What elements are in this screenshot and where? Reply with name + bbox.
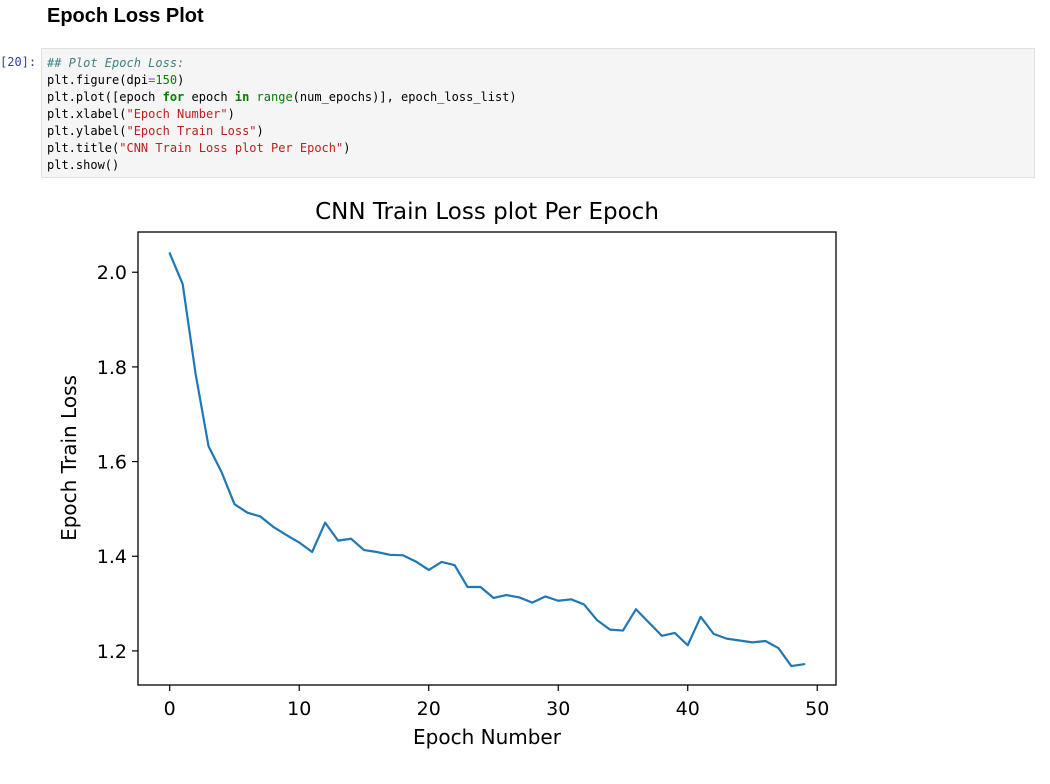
y-tick-label: 1.8 <box>97 357 127 379</box>
code-token: plt.ylabel( <box>47 124 127 138</box>
code-token <box>249 90 256 104</box>
code-token: plt.figure(dpi <box>47 73 149 87</box>
code-token: 150 <box>155 73 178 87</box>
code-line: plt.figure(dpi=150) <box>47 72 1034 89</box>
x-tick-label: 20 <box>417 698 441 720</box>
code-token: ) <box>227 107 235 121</box>
y-tick-label: 1.6 <box>97 452 127 474</box>
code-line: plt.title("CNN Train Loss plot Per Epoch… <box>47 140 1034 157</box>
y-axis-label: Epoch Train Loss <box>57 375 81 541</box>
x-axis-label: Epoch Number <box>413 725 562 749</box>
cell-execution-prompt: [20]: <box>0 55 37 69</box>
code-line: plt.plot([epoch for epoch in range(num_e… <box>47 89 1034 106</box>
section-heading: Epoch Loss Plot <box>47 5 204 27</box>
y-tick-label: 1.4 <box>97 546 127 568</box>
code-cell-editor[interactable]: ## Plot Epoch Loss: plt.figure(dpi=150) pl… <box>41 48 1035 178</box>
code-token: ) <box>256 124 264 138</box>
code-line: plt.xlabel("Epoch Number") <box>47 106 1034 123</box>
code-line: ## Plot Epoch Loss: <box>47 55 1034 72</box>
code-token: "CNN Train Loss plot Per Epoch" <box>119 141 344 155</box>
x-tick-label: 0 <box>164 698 176 720</box>
code-token: plt.title( <box>47 141 120 155</box>
code-token: ## Plot Epoch Loss: <box>47 56 185 70</box>
code-token: epoch <box>184 90 235 104</box>
plot-background <box>138 232 836 685</box>
x-tick-label: 50 <box>805 698 829 720</box>
x-tick-label: 10 <box>287 698 311 720</box>
y-tick-label: 2.0 <box>97 262 127 284</box>
code-token: "Epoch Train Loss" <box>126 124 257 138</box>
code-token: range <box>256 90 293 104</box>
code-token: "Epoch Number" <box>126 107 228 121</box>
chart-title: CNN Train Loss plot Per Epoch <box>315 199 659 225</box>
x-tick-label: 30 <box>546 698 570 720</box>
x-tick-label: 40 <box>676 698 700 720</box>
code-token: plt.plot([epoch <box>47 90 163 104</box>
code-line: plt.show() <box>47 157 1034 174</box>
code-token: in <box>234 90 250 104</box>
code-token: plt.xlabel( <box>47 107 127 121</box>
code-token: ) <box>343 141 351 155</box>
loss-line-chart: 0 10 20 30 40 50 1.2 1.4 1.6 1.8 2.0 CNN Train Lo… <box>57 199 837 749</box>
y-tick-label: 1.2 <box>97 641 127 663</box>
code-token: ) <box>177 73 185 87</box>
code-token: = <box>148 73 156 87</box>
code-token: plt.show() <box>47 158 120 172</box>
series-line <box>168 252 806 668</box>
code-line: plt.ylabel("Epoch Train Loss") <box>47 123 1034 140</box>
code-token: (num_epochs)], epoch_loss_list) <box>292 90 517 104</box>
cell-output: 0 10 20 30 40 50 1.2 1.4 1.6 1.8 2.0 CNN Train Lo… <box>0 188 1050 780</box>
code-token: for <box>162 90 185 104</box>
plot-frame <box>137 231 837 686</box>
